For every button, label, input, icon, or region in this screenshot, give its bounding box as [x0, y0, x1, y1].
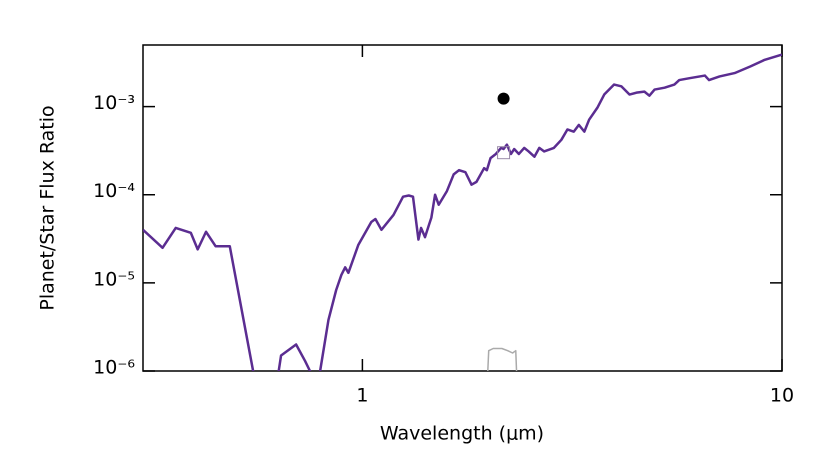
- plot-frame: [142, 44, 783, 372]
- y-axis-title: Planet/Star Flux Ratio: [37, 105, 59, 310]
- point-marker: [497, 146, 511, 160]
- point-marker: [497, 92, 510, 105]
- y-tick-label: 10⁻³: [93, 92, 135, 114]
- x-tick-label: 10: [770, 385, 794, 407]
- x-axis-title: Wavelength (μm): [380, 423, 544, 445]
- data-line: [487, 347, 518, 371]
- y-tick-label: 10⁻⁶: [93, 357, 135, 379]
- y-tick-label: 10⁻⁵: [93, 268, 135, 290]
- x-tick-label: 1: [356, 385, 368, 407]
- data-line: [143, 53, 782, 371]
- y-tick-label: 10⁻⁴: [93, 180, 135, 202]
